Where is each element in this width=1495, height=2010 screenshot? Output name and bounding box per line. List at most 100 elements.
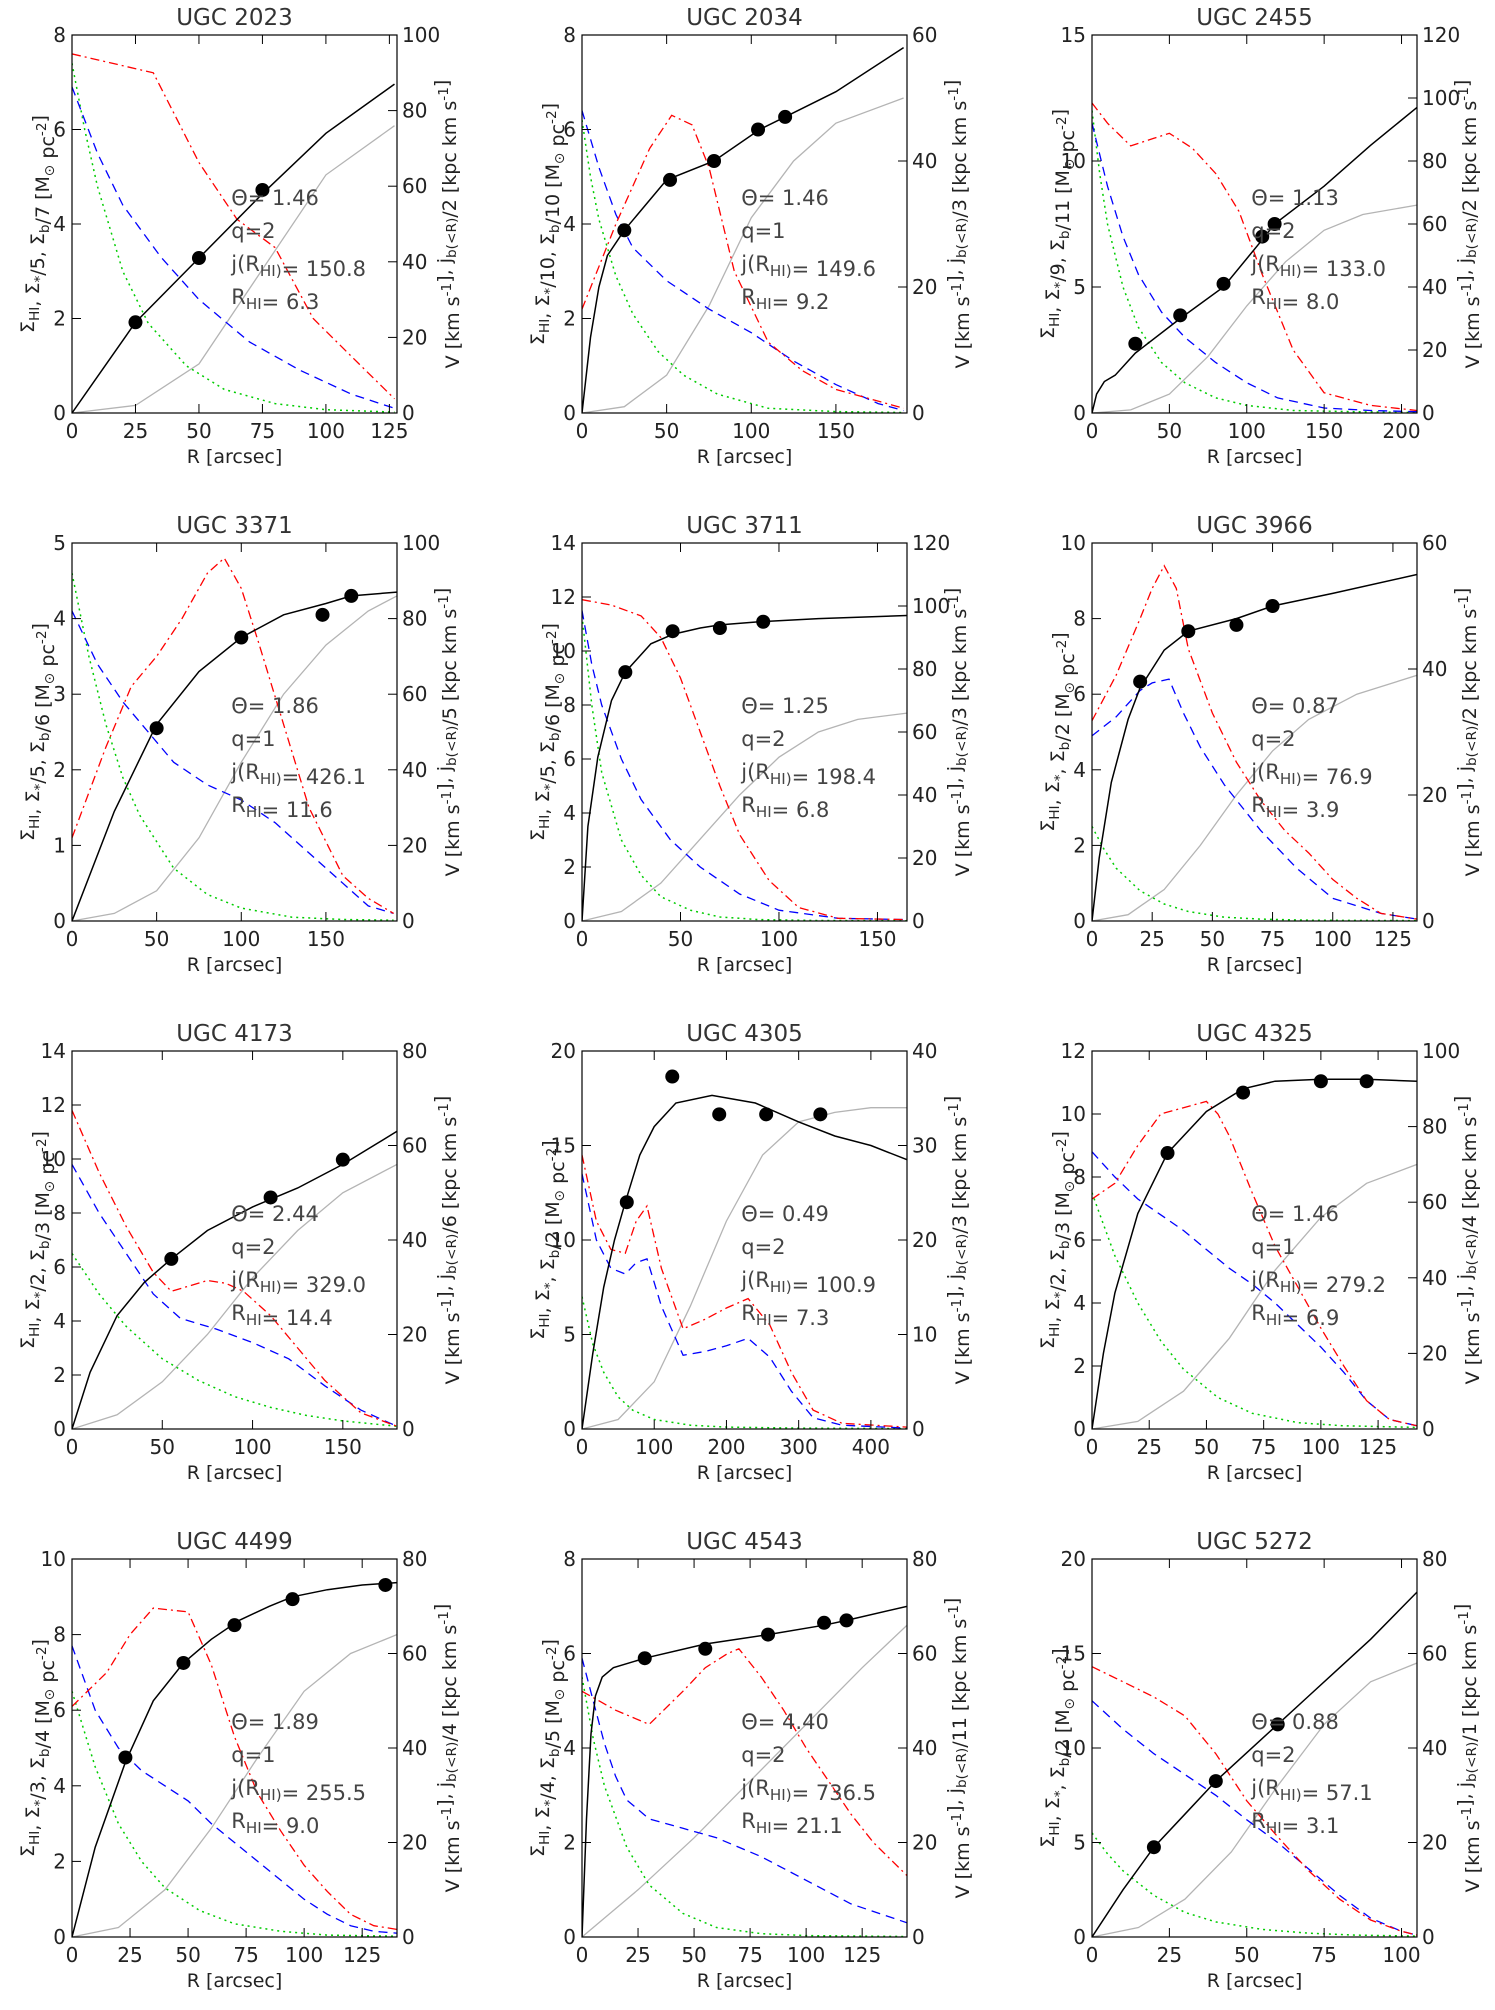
y-left-tick-label: 8 xyxy=(563,1547,576,1571)
x-axis-label: R [arcsec] xyxy=(1207,1970,1303,1992)
annotation-text: q=2 xyxy=(231,219,275,243)
x-tick-label: 200 xyxy=(1382,419,1420,443)
x-tick-label: 50 xyxy=(150,1435,175,1459)
y-left-tick-label: 3 xyxy=(53,682,66,706)
x-tick-label: 125 xyxy=(1374,927,1412,951)
y-left-axis-label: ΣHI, Σ*, Σb/2 [M⊙ pc-2] xyxy=(1037,632,1079,831)
x-axis-label: R [arcsec] xyxy=(697,446,793,468)
data-point xyxy=(1236,1085,1251,1100)
data-point xyxy=(813,1107,828,1122)
annotation-text: Θ= 1.25 xyxy=(741,694,829,718)
y-left-tick-label: 0 xyxy=(1073,401,1086,425)
y-left-tick-label: 6 xyxy=(563,747,576,771)
y-right-tick-label: 60 xyxy=(402,1134,427,1158)
annotation-text: q=2 xyxy=(741,727,785,751)
y-right-tick-label: 80 xyxy=(1422,1115,1447,1139)
y-left-tick-label: 2 xyxy=(1073,1354,1086,1378)
sigma-star-line xyxy=(72,86,395,409)
x-tick-label: 300 xyxy=(780,1435,818,1459)
model-j-line xyxy=(582,97,904,413)
annotation-text: Θ= 1.86 xyxy=(231,694,319,718)
panel-title: UGC 3966 xyxy=(1196,513,1313,539)
x-tick-label: 50 xyxy=(668,927,693,951)
y-right-axis-label: V [km s-1], jb(<R)/4 [kpc km s-1] xyxy=(1451,1096,1484,1385)
data-point xyxy=(234,630,249,645)
data-point xyxy=(1229,617,1244,632)
y-right-tick-label: 20 xyxy=(912,275,937,299)
sigma-star-line xyxy=(1092,1700,1417,1936)
sigma-hi-line xyxy=(582,599,907,921)
x-tick-label: 25 xyxy=(1136,1435,1161,1459)
x-tick-label: 100 xyxy=(233,1435,271,1459)
curves xyxy=(1092,1078,1417,1429)
y-right-tick-label: 20 xyxy=(402,325,427,349)
sigma-hi-line xyxy=(1092,102,1417,412)
y-left-axis-label: ΣHI, Σ*/5, Σb/6 [M⊙ pc-2] xyxy=(527,623,569,841)
y-right-tick-label: 60 xyxy=(1422,212,1447,236)
annotation-text: j(RHI)= 150.8 xyxy=(230,252,366,281)
x-tick-label: 50 xyxy=(1234,1943,1259,1967)
y-left-tick-label: 8 xyxy=(1073,607,1086,631)
y-left-tick-label: 8 xyxy=(53,1201,66,1225)
y-right-tick-label: 40 xyxy=(912,1736,937,1760)
data-point xyxy=(712,1107,727,1122)
y-left-axis-label: ΣHI, Σ*/4, Σb/5 [M⊙ pc-2] xyxy=(527,1639,569,1857)
y-right-tick-label: 40 xyxy=(912,783,937,807)
y-left-tick-label: 8 xyxy=(53,1623,66,1647)
annotation-text: Θ= 4.40 xyxy=(741,1710,829,1734)
sigma-b-line xyxy=(72,573,394,921)
data-point xyxy=(698,1641,713,1656)
annotation-text: RHI= 6.9 xyxy=(1251,1301,1339,1330)
y-left-tick-label: 15 xyxy=(551,1134,576,1158)
y-left-tick-label: 0 xyxy=(53,1417,66,1441)
x-axis-label: R [arcsec] xyxy=(187,446,283,468)
y-left-tick-label: 20 xyxy=(1061,1547,1086,1571)
x-tick-label: 0 xyxy=(1086,1435,1099,1459)
data-point xyxy=(315,607,330,622)
data-point xyxy=(1359,1074,1374,1089)
data-point xyxy=(712,621,727,636)
y-left-tick-label: 8 xyxy=(563,23,576,47)
data-point xyxy=(759,1107,774,1122)
plot-frame xyxy=(1091,542,1418,922)
y-right-tick-label: 60 xyxy=(912,23,937,47)
y-left-tick-label: 4 xyxy=(53,212,66,236)
annotation-text: q=2 xyxy=(1251,1743,1295,1767)
y-right-tick-label: 60 xyxy=(402,174,427,198)
x-tick-label: 75 xyxy=(1260,927,1285,951)
data-point xyxy=(1133,674,1148,689)
annotation-text: j(RHI)= 198.4 xyxy=(740,760,876,789)
data-point xyxy=(191,251,206,266)
y-right-tick-label: 60 xyxy=(402,1642,427,1666)
x-tick-label: 50 xyxy=(1194,1435,1219,1459)
sigma-star-line xyxy=(582,1658,907,1924)
y-right-tick-label: 10 xyxy=(912,1323,937,1347)
curves xyxy=(582,1605,907,1937)
x-tick-label: 25 xyxy=(123,419,148,443)
y-left-tick-label: 20 xyxy=(551,1039,576,1063)
y-right-axis-label: V [km s-1], jb(<R)/5 [kpc km s-1] xyxy=(431,588,464,877)
sigma-hi-line xyxy=(72,1607,397,1931)
y-right-tick-label: 80 xyxy=(402,607,427,631)
y-right-tick-label: 20 xyxy=(1422,338,1447,362)
model-j-line xyxy=(72,125,395,413)
panel-ugc-4325: UGC 4325 0 25 50 75 100 125 0 2 4 6 8 10 12 0 20 40 60 80 1… xyxy=(1037,1021,1484,1484)
data-point xyxy=(378,1577,393,1592)
annotation-text: q=1 xyxy=(231,727,275,751)
model-v-line xyxy=(582,1094,907,1429)
y-right-tick-label: 0 xyxy=(402,401,415,425)
panel-title: UGC 4325 xyxy=(1196,1021,1313,1047)
y-left-tick-label: 0 xyxy=(563,401,576,425)
y-right-axis-label: V [km s-1], jb(<R)/3 [kpc km s-1] xyxy=(941,80,974,369)
y-right-tick-label: 0 xyxy=(402,1417,415,1441)
annotation-text: RHI= 14.4 xyxy=(231,1301,332,1330)
panel-ugc-2034: UGC 2034 0 50 100 150 0 2 4 6 8 0 20 40 60 R [arcsec] Σ… xyxy=(527,5,974,468)
data-point xyxy=(164,1251,179,1266)
y-right-tick-label: 40 xyxy=(1422,1266,1447,1290)
y-right-tick-label: 60 xyxy=(402,682,427,706)
sigma-b-line xyxy=(582,1296,907,1429)
model-j-line xyxy=(582,712,907,921)
x-tick-label: 150 xyxy=(858,927,896,951)
